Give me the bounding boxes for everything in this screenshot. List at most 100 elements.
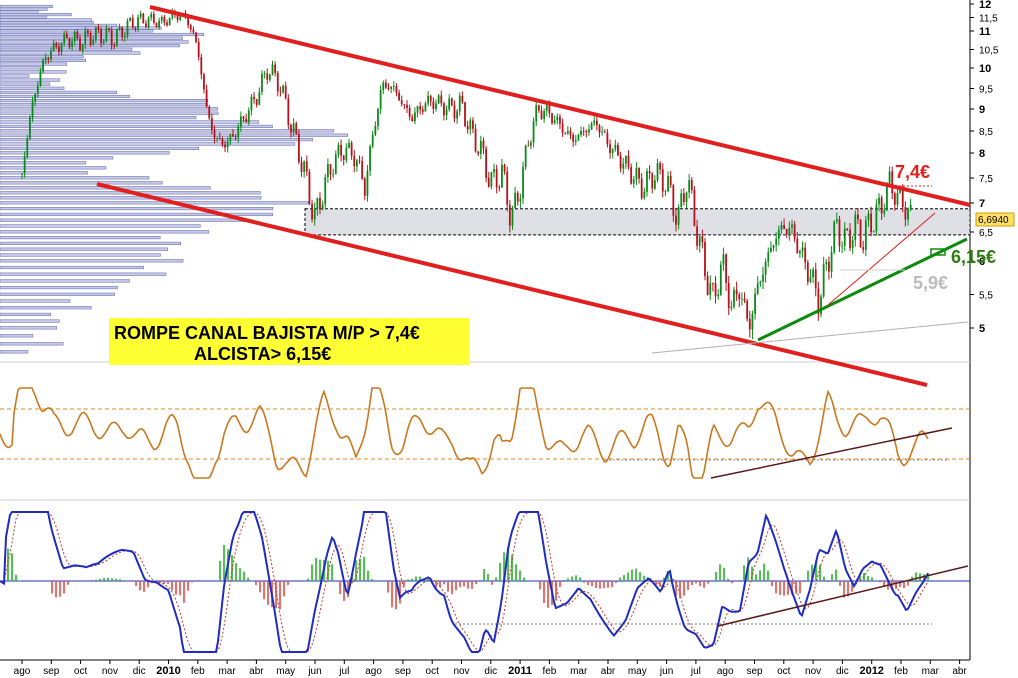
candle-body	[355, 160, 358, 167]
macd-histogram-bar	[59, 581, 62, 597]
macd-histogram-bar	[443, 581, 446, 585]
candle-body	[134, 27, 137, 29]
macd-histogram-bar	[167, 581, 170, 584]
candle-body	[514, 192, 517, 209]
x-tick-label: ago	[365, 666, 382, 677]
macd-histogram-bar	[371, 579, 374, 581]
macd-histogram-bar	[675, 581, 678, 596]
candle-body	[907, 208, 909, 220]
macd-histogram-bar	[511, 554, 514, 581]
candle-body	[833, 221, 836, 253]
volume-bar	[0, 319, 60, 323]
candle-body	[566, 130, 569, 134]
macd-histogram-bar	[515, 564, 518, 581]
candle-body	[292, 123, 295, 133]
candle-body	[200, 57, 203, 75]
channel-lower-line	[96, 182, 928, 387]
volume-bar	[0, 4, 53, 9]
candle-body	[812, 269, 814, 278]
candle-body	[47, 57, 50, 60]
macd-histogram-bar	[355, 560, 358, 581]
candle-body	[690, 180, 693, 190]
candle-body	[733, 289, 735, 307]
candle-body	[263, 73, 266, 75]
candle-body	[163, 16, 166, 23]
macd-histogram-bar	[827, 581, 830, 583]
candle-body	[799, 250, 801, 254]
volume-bar	[0, 13, 72, 17]
candle-body	[60, 43, 63, 52]
volume-bar	[0, 10, 39, 14]
candle-body	[738, 294, 741, 300]
volume-bar	[0, 94, 130, 99]
candle-body	[796, 238, 799, 254]
volume-bar	[0, 241, 182, 245]
candle-body	[653, 180, 656, 189]
macd-histogram-bar	[895, 581, 898, 589]
x-tick-label: sep	[395, 666, 412, 677]
candle-body	[556, 116, 559, 121]
grey-trend-line	[651, 321, 969, 354]
candle-body	[166, 22, 168, 26]
candle-body	[474, 128, 477, 152]
candle-body	[232, 134, 234, 137]
volume-bar	[0, 120, 260, 124]
macd-histogram-bar	[499, 562, 502, 581]
volume-bar	[0, 272, 167, 276]
macd-histogram-bar	[611, 581, 614, 588]
macd-histogram-bar	[327, 560, 330, 581]
x-tick-label: may	[276, 666, 295, 677]
candle-body	[311, 203, 313, 220]
candle-body	[121, 26, 124, 38]
candle-body	[479, 140, 482, 155]
x-tick-label: dic	[484, 666, 497, 677]
macd-histogram-bar	[567, 578, 570, 581]
candle-body	[87, 30, 89, 34]
macd-histogram-bar	[715, 572, 718, 581]
macd-histogram-bar	[107, 577, 110, 581]
candle-body	[345, 147, 348, 160]
candle-body	[332, 174, 335, 176]
candle-body	[849, 229, 851, 248]
candle-body	[366, 171, 369, 196]
macd-histogram-bar	[163, 581, 166, 584]
macd-histogram-bar	[619, 577, 622, 581]
annotation-line-2: ALCISTA> 6,15€	[194, 344, 332, 364]
candle-body	[458, 95, 461, 112]
candle-body	[859, 219, 862, 248]
candle-body	[522, 166, 524, 199]
macd-histogram-bar	[543, 581, 546, 604]
macd-histogram-bar	[559, 581, 562, 588]
macd-histogram-bar	[575, 575, 578, 581]
macd-histogram-bar	[71, 580, 74, 581]
macd-histogram-bar	[763, 563, 766, 581]
candle-body	[21, 173, 23, 174]
candle-body	[155, 22, 158, 28]
candle-body	[189, 25, 192, 30]
candle-body	[551, 113, 553, 124]
volume-bar	[0, 224, 201, 228]
macd-histogram-bar	[119, 579, 122, 581]
macd-histogram-bar	[799, 581, 802, 594]
oscillator-line	[0, 387, 929, 479]
x-tick-label: may	[628, 666, 647, 677]
candle-body	[253, 96, 255, 100]
candle-body	[593, 120, 596, 124]
candle-body	[363, 178, 366, 196]
candle-body	[268, 74, 271, 80]
candle-body	[490, 172, 493, 187]
candle-body	[39, 71, 42, 86]
candle-body	[870, 213, 873, 233]
volume-bar	[0, 129, 335, 133]
candle-body	[669, 176, 672, 186]
macd-histogram-bar	[439, 581, 442, 587]
candle-body	[237, 126, 240, 138]
candle-body	[432, 101, 435, 109]
macd-histogram-bar	[55, 581, 58, 598]
volume-bar	[0, 124, 273, 128]
candle-body	[403, 104, 406, 106]
macd-histogram-bar	[175, 581, 178, 595]
support-band	[304, 208, 971, 236]
macd-histogram-bar	[563, 580, 566, 581]
candle-body	[793, 224, 796, 239]
